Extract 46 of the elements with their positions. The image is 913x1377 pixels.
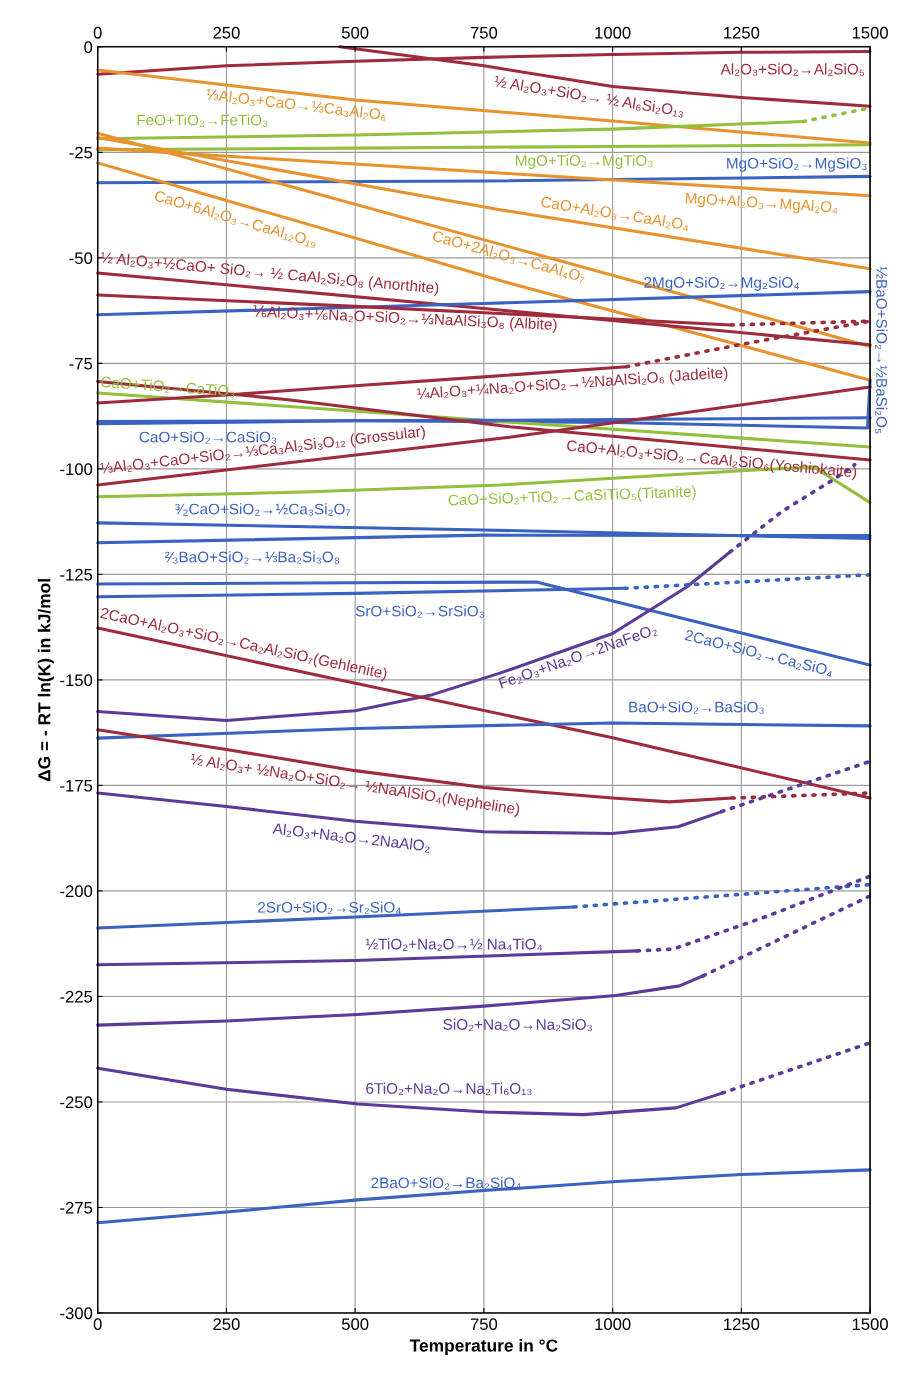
y-tick-label: -200 [60, 885, 93, 898]
y-axis-title: ΔG = - RT ln(K) in kJ/mol [37, 579, 54, 782]
x-axis-title: Temperature in °C [409, 1338, 558, 1356]
series-label: MgO+TiO₂→MgTiO₃ [516, 154, 653, 169]
text: ½BaO+SiO₂→½BaSi₂O₅ [874, 266, 888, 434]
y-tick-label: -225 [60, 990, 93, 1003]
series-label: 2SrO+SiO₂→Sr₂SiO₄ [258, 901, 401, 914]
y-tick-label: -25 [69, 146, 93, 159]
y-tick-label: -50 [69, 252, 93, 265]
x-tick-label: 0 [93, 1318, 102, 1331]
x-tick-label: 1000 [595, 1318, 631, 1331]
x-tick-label: 750 [470, 1318, 498, 1331]
series-label: ³⁄₂CaO+SiO₂→½Ca₃Si₂O₇ [175, 503, 351, 516]
series-label: ²⁄₃BaO+SiO₂→⅓Ba₂Si₃O₈ [164, 551, 340, 564]
series-label: Al₂O₃+SiO₂→Al₂SiO₅ [720, 63, 865, 76]
y-tick-label: -175 [60, 779, 93, 792]
y-tick-label: -100 [60, 463, 93, 476]
y-tick-label: 0 [84, 41, 93, 54]
y-tick-label: -75 [69, 357, 93, 370]
x2-tick-label: 250 [213, 26, 240, 39]
y-tick-label: -150 [60, 674, 93, 687]
x2-tick-label: 0 [93, 26, 102, 39]
series-label: 2MgO+SiO₂→Mg₂SiO₄ [644, 276, 799, 291]
series-label: SiO₂+Na₂O→Na₂SiO₃ [443, 1018, 592, 1032]
y-tick-label: -125 [60, 568, 93, 581]
x-tick-label: 1250 [724, 1318, 760, 1331]
y-tick-label: -300 [60, 1307, 93, 1320]
x2-tick-label: 1500 [852, 26, 888, 39]
x2-tick-label: 1000 [595, 26, 631, 39]
y-tick-label: -275 [60, 1201, 93, 1214]
series-label: 6TiO₂+Na₂O→Na₂Ti₆O₁₃ [366, 1082, 532, 1096]
series-label: CaO+TiO₂→CaTiO₃ [100, 375, 235, 398]
series-label: CaO+SiO₂+TiO₂→CaSiTiO₅(Titanite) [448, 485, 696, 509]
x-tick-label: 500 [341, 1318, 369, 1331]
series-label: BaO+SiO₂→BaSiO₃ [629, 701, 764, 714]
x-tick-label: 1500 [852, 1318, 888, 1331]
series-label: 2BaO+SiO₂→Ba₂SiO₄ [371, 1177, 521, 1190]
y-tick-label: -250 [60, 1096, 93, 1109]
series-label: MgO+SiO₂→MgSiO₃ [727, 157, 867, 172]
text: ½ Al₂O₃+SiO₂→ ½ Al₆Si₂O₁₃ [493, 75, 685, 118]
x2-tick-label: 750 [470, 26, 498, 39]
x-tick-label: 250 [213, 1318, 240, 1331]
series-label: ½TiO₂+Na₂O→½ Na₄TiO₄ [365, 938, 543, 951]
series-label: ⅙Al₂O₃+⅙Na₂O+SiO₂→⅓NaAlSi₃O₈ (Albite) [252, 305, 557, 334]
x2-tick-label: 500 [341, 26, 369, 39]
x2-tick-label: 1250 [724, 26, 760, 39]
